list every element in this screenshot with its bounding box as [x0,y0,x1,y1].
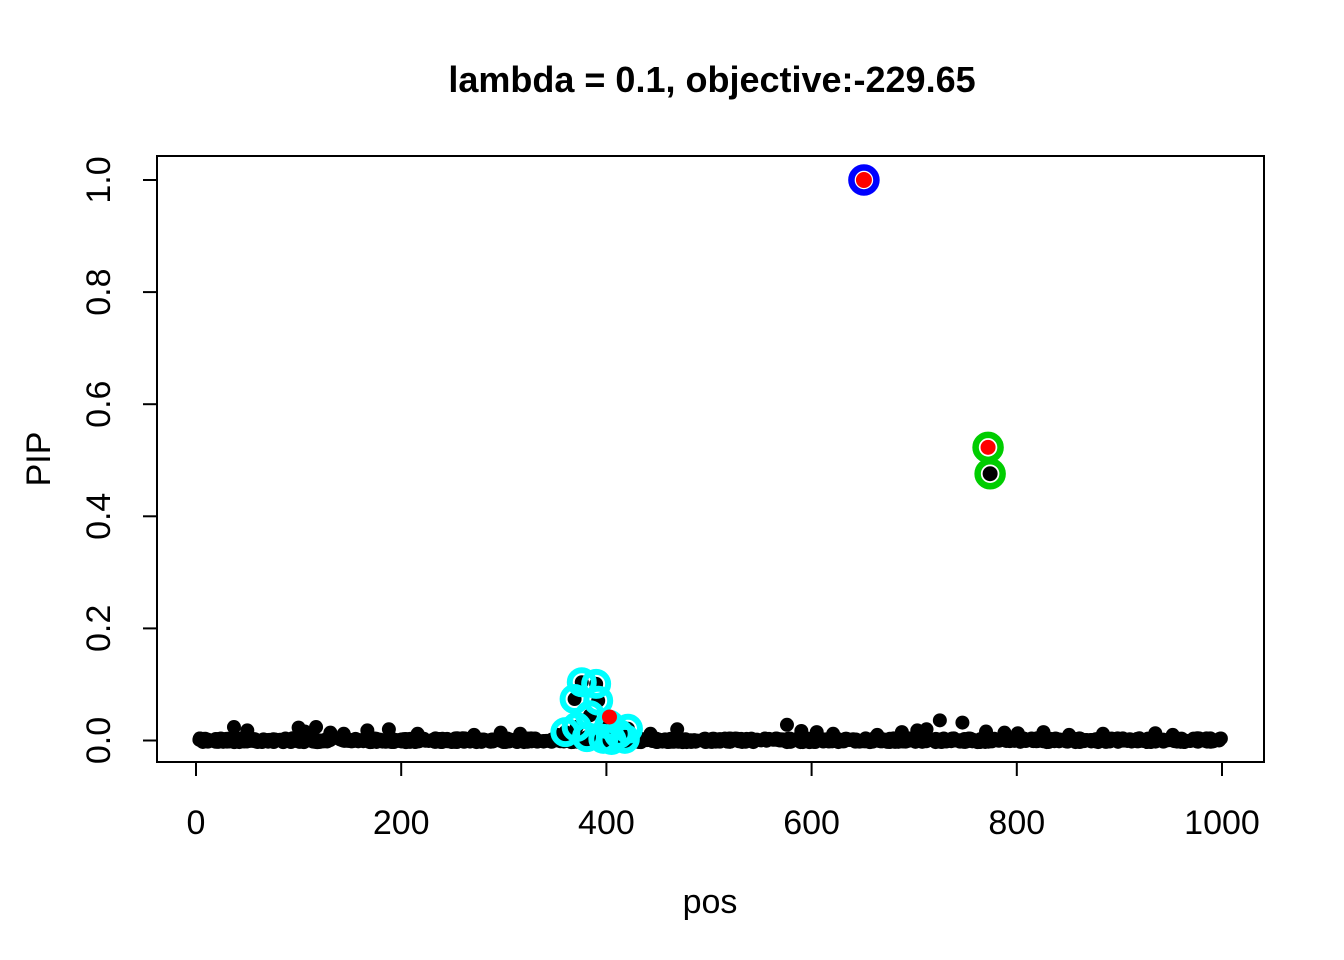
data-point [965,732,980,747]
data-point [307,734,322,749]
data-point [762,731,777,746]
data-point [360,723,375,738]
data-points-layer [192,164,1228,755]
data-point [513,726,528,741]
x-axis: 0 200 400 600 800 1000 [187,762,1260,842]
data-point [227,735,242,750]
data-point [1117,732,1132,747]
data-point [955,715,970,730]
data-point [450,734,465,749]
x-axis-label: pos [683,883,738,921]
data-point [1095,726,1110,741]
data-point [467,727,482,742]
data-point [1165,727,1180,742]
data-point [919,722,934,737]
data-point [336,726,351,741]
data-point [997,725,1012,740]
data-point [979,724,994,739]
data-point [701,732,716,747]
data-point [932,732,947,747]
data-point [894,725,909,740]
data-point [826,726,841,741]
data-point [942,733,957,748]
data-point [980,439,996,455]
y-tick-label: 0.8 [80,268,118,315]
data-point [248,734,263,749]
data-point [297,724,312,739]
x-tick-label: 0 [187,804,206,842]
data-point [848,734,863,749]
data-point [323,725,338,740]
data-point [794,723,809,738]
cyan-circled-cluster [550,667,643,755]
data-point [428,734,443,749]
x-tick-label: 1000 [1184,804,1260,842]
data-point [658,733,673,748]
data-point [1177,735,1192,750]
data-point [932,713,947,728]
data-point [1148,726,1163,741]
x-tick-label: 600 [783,804,840,842]
y-tick-label: 0.4 [80,493,118,540]
data-point [982,466,998,482]
data-point [226,720,241,735]
data-point [601,709,617,725]
highlight-ring [566,667,597,698]
x-tick-label: 200 [373,804,430,842]
data-point [643,726,658,741]
highlight-ring [612,713,643,744]
highlight-ring [848,164,880,196]
data-point [779,717,794,732]
data-point [1188,731,1203,746]
data-point [275,733,290,748]
data-point [855,172,872,188]
highlight-ring [581,668,612,699]
data-point [192,731,207,746]
data-point [381,722,396,737]
y-tick-label: 0.6 [80,381,118,428]
data-point [372,732,387,747]
plot-border [156,155,1265,763]
y-axis: 0.0 0.2 0.4 0.6 0.8 1.0 [80,156,157,764]
data-point [744,733,759,748]
data-point [395,733,410,748]
data-point [1213,731,1228,746]
x-tick-label: 800 [988,804,1045,842]
x-tick-label: 400 [578,804,635,842]
data-point [1010,726,1025,741]
plot-title: lambda = 0.1, objective:-229.65 [448,59,975,100]
green-circled-point-black [974,457,1006,490]
data-point [493,725,508,740]
highlight-ring [583,685,614,716]
data-point [410,726,425,741]
y-axis-label: PIP [20,432,58,487]
y-tick-label: 0.2 [80,605,118,652]
data-point [870,727,885,742]
green-circled-point-red [972,431,1004,464]
elevated-points [226,713,1180,742]
data-point [1062,727,1077,742]
red-point-in-cluster [601,709,617,725]
data-point [670,722,685,737]
data-point [309,720,324,735]
data-point [779,735,794,750]
y-tick-label: 1.0 [80,156,118,203]
data-point [347,733,362,748]
data-point [1079,732,1094,747]
data-point [809,725,824,740]
data-point [1203,731,1218,746]
data-point [440,734,455,749]
blue-circled-point [848,164,880,196]
data-point [719,732,734,747]
data-point [677,732,692,747]
data-point [1036,725,1051,740]
data-point [240,723,255,738]
highlight-ring [972,431,1004,464]
y-tick-label: 0.0 [80,717,118,764]
data-point [530,734,545,749]
